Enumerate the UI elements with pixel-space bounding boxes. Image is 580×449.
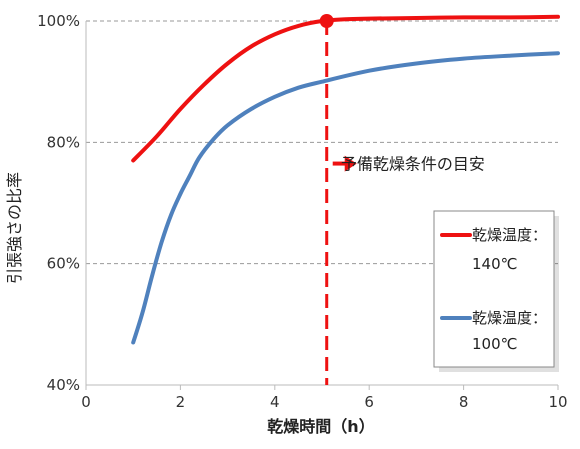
y-tick-label-2: 80% (47, 133, 80, 151)
legend-label-140c-line2: 140℃ (472, 255, 517, 273)
legend: 乾燥温度： 140℃ 乾燥温度： 100℃ (433, 210, 559, 372)
x-tick-label-1: 2 (176, 393, 186, 411)
y-tick-label-0: 40% (47, 376, 80, 394)
axes (85, 21, 559, 390)
legend-label-100c-line2: 100℃ (472, 335, 517, 353)
x-tick-label-3: 6 (364, 393, 374, 411)
series-lines (131, 14, 560, 345)
y-axis-title: 引張強さの比率 (5, 172, 24, 284)
x-tick-label-0: 0 (81, 393, 91, 411)
y-tick-label-1: 60% (47, 255, 80, 273)
y-tick-labels: 40% 60% 80% 100% (37, 12, 80, 394)
annotation-text: 予備乾燥条件の目安 (341, 155, 485, 174)
x-tick-labels: 0 2 4 6 8 10 (81, 393, 567, 411)
legend-label-100c-line1: 乾燥温度： (472, 309, 547, 327)
series-140c-line (131, 14, 560, 163)
x-tick-label-2: 4 (270, 393, 280, 411)
x-tick-label-4: 8 (459, 393, 469, 411)
annotation: 予備乾燥条件の目安 (332, 155, 485, 174)
legend-label-140c-line1: 乾燥温度： (472, 226, 547, 244)
series-100c-line (131, 51, 560, 345)
x-tick-label-5: 10 (548, 393, 567, 411)
annotation-arrow-head (344, 155, 357, 172)
y-tick-label-3: 100% (37, 12, 80, 30)
x-axis-title: 乾燥時間（h） (267, 417, 374, 436)
optimum-marker (319, 14, 334, 28)
drying-guide-line (319, 14, 334, 385)
